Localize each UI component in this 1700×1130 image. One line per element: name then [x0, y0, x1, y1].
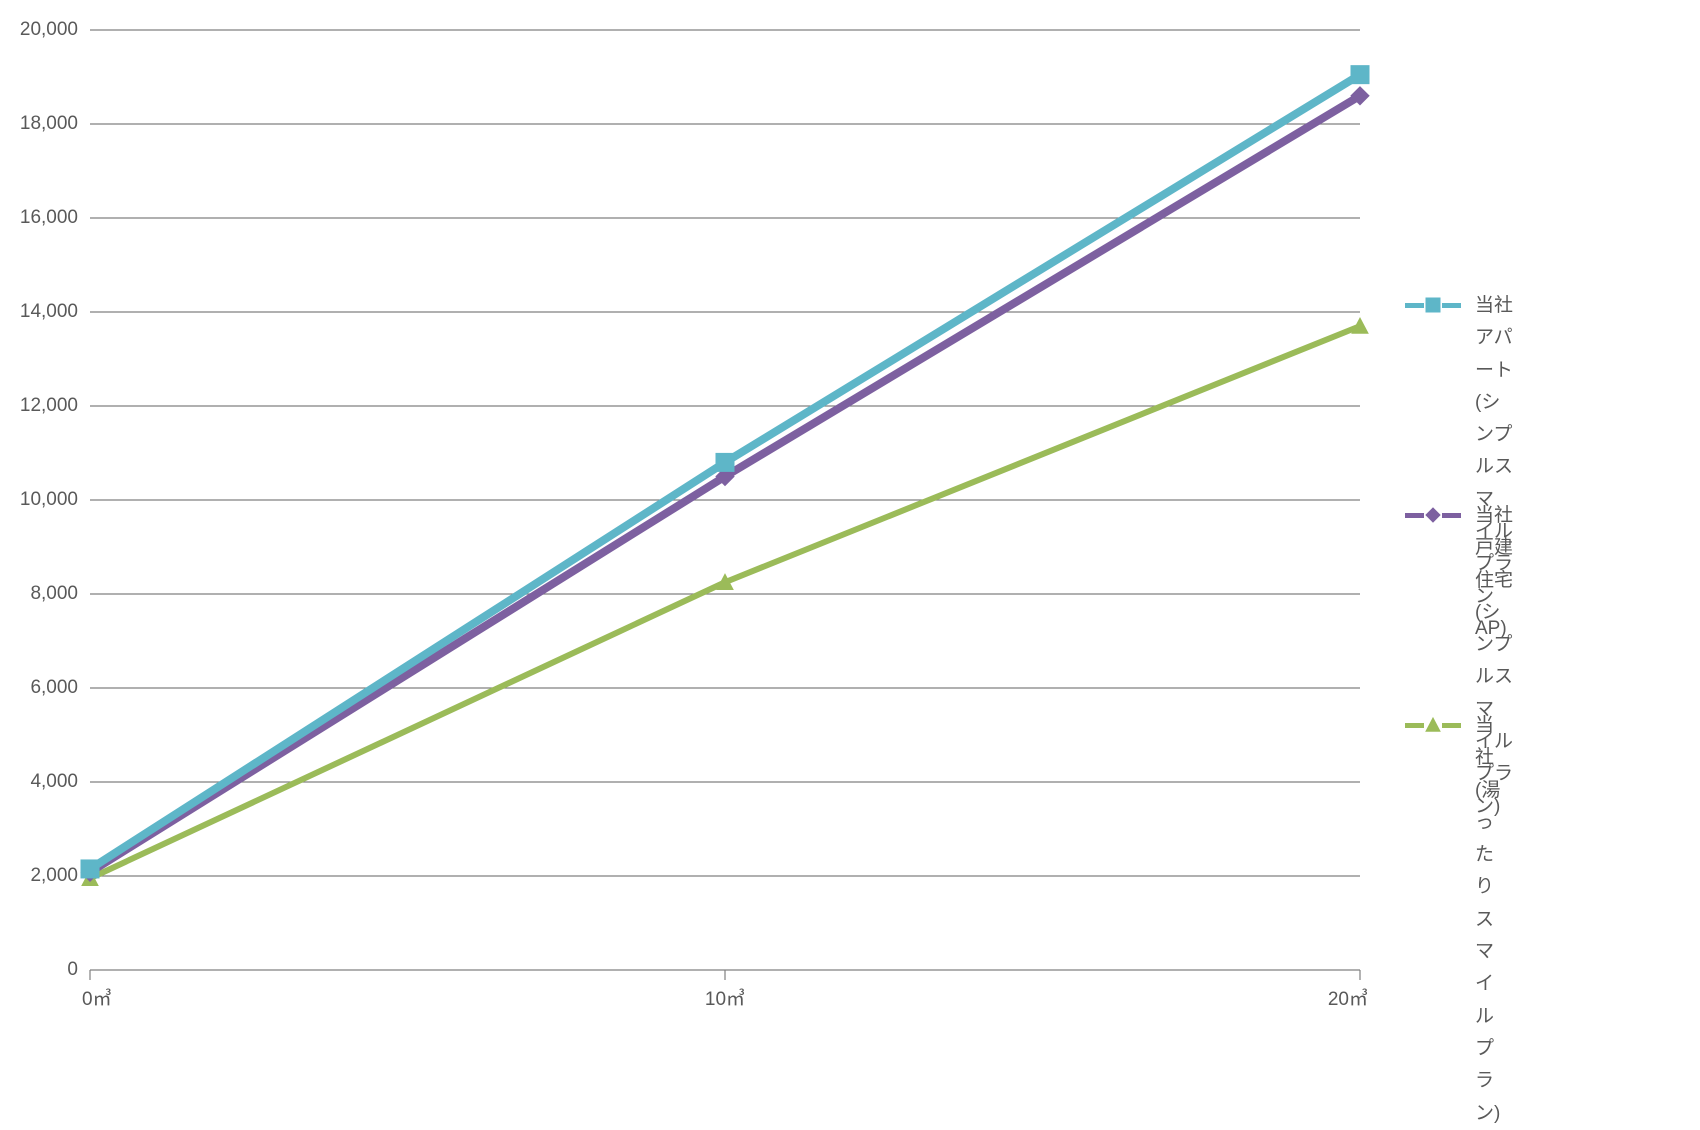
triangle-marker-icon	[1424, 716, 1442, 734]
legend-entry: 当社(湯ったりスマイルプラン)	[1405, 710, 1500, 1130]
x-tick-label: 10㎥	[665, 984, 785, 1011]
y-tick-label: 2,000	[0, 865, 78, 887]
y-tick-label: 12,000	[0, 395, 78, 417]
y-tick-label: 20,000	[0, 19, 78, 41]
y-tick-label: 16,000	[0, 207, 78, 229]
square-marker-icon	[1424, 296, 1442, 314]
y-tick-label: 14,000	[0, 301, 78, 323]
y-tick-label: 4,000	[0, 771, 78, 793]
y-tick-label: 8,000	[0, 583, 78, 605]
legend-swatch	[1405, 506, 1461, 524]
y-tick-label: 0	[0, 959, 78, 981]
line-chart: 0 2,000 4,000 6,000 8,000 10,000 12,000 14,000 1…	[0, 0, 1700, 1081]
legend-swatch	[1405, 296, 1461, 314]
x-tick-label: 0㎥	[82, 984, 202, 1011]
legend-swatch	[1405, 716, 1461, 734]
y-tick-label: 10,000	[0, 489, 78, 511]
x-tick-label: 20㎥	[1248, 984, 1368, 1011]
y-tick-label: 18,000	[0, 113, 78, 135]
y-tick-label: 6,000	[0, 677, 78, 699]
diamond-marker-icon	[1424, 506, 1442, 524]
legend-label: 当社(湯ったりスマイルプラン)	[1475, 710, 1500, 1130]
